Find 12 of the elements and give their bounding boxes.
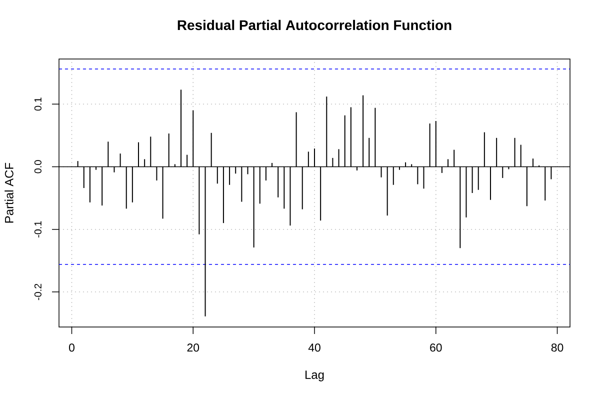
x-tick-label: 40: [308, 344, 320, 352]
x-axis-title: Lag: [306, 370, 324, 382]
chart-title: Residual Partial Autocorrelation Function: [178, 20, 452, 30]
x-tick-label: 0: [69, 344, 74, 352]
y-tick-label: 0.1: [34, 98, 42, 111]
y-axis-title: Partial ACF: [4, 162, 14, 223]
y-tick-label: 0.0: [34, 160, 42, 174]
y-tick-label: -0.2: [34, 284, 42, 300]
x-tick-label: 80: [551, 344, 564, 352]
y-tick-label: -0.1: [34, 221, 42, 238]
x-tick-label: 20: [187, 344, 200, 352]
x-tick-label: 60: [430, 344, 442, 352]
